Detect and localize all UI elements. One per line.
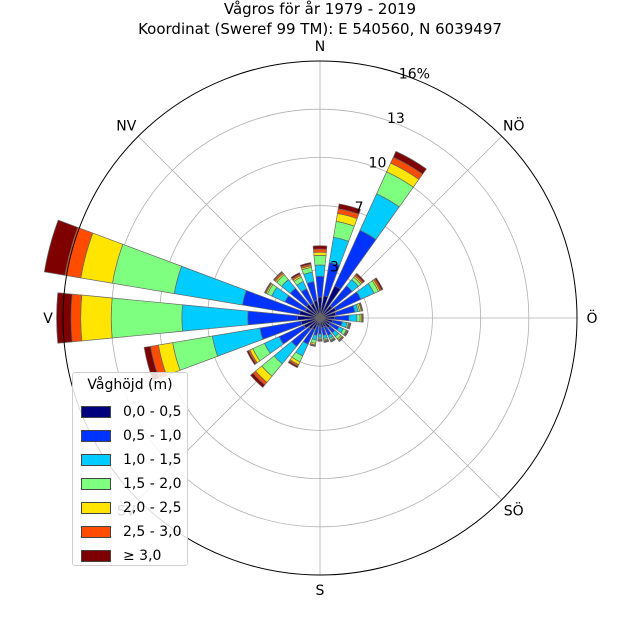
legend-item-5: 2,5 - 3,0 xyxy=(81,523,181,541)
bar-sector-18-bin-5 xyxy=(70,293,83,343)
bar-sector-0-bin-2 xyxy=(314,264,326,277)
chart-subtitle: Koordinat (Sweref 99 TM): E 540560, N 60… xyxy=(138,20,502,38)
radial-tick-label-0: 3 xyxy=(330,259,339,275)
legend-swatch xyxy=(81,430,111,442)
direction-label-4: S xyxy=(316,583,325,599)
bar-sector-4-bin-6 xyxy=(374,277,384,291)
bar-sector-2-bin-6 xyxy=(392,150,427,175)
bar-sector-6-bin-6 xyxy=(361,313,364,323)
legend-swatch xyxy=(81,502,111,514)
legend-swatch xyxy=(81,406,111,418)
direction-label-0: N xyxy=(315,39,325,55)
bar-sector-7-bin-6 xyxy=(348,322,352,330)
direction-label-6: V xyxy=(43,311,53,327)
grid-spoke-3 xyxy=(319,317,503,501)
bar-sector-12-bin-1 xyxy=(318,325,322,335)
bar-sector-0-bin-1 xyxy=(315,275,325,298)
legend-swatch xyxy=(81,454,111,466)
bar-sector-17-bin-3 xyxy=(172,335,219,371)
legend-item-0: 0,0 - 0,5 xyxy=(81,403,181,421)
legend-label: 0,5 - 1,0 xyxy=(123,428,182,444)
polar-outline xyxy=(62,60,578,576)
bar-sector-0-bin-3 xyxy=(313,255,327,266)
legend-label: 2,5 - 3,0 xyxy=(123,524,182,540)
bar-sector-23-bin-6 xyxy=(299,262,312,268)
direction-label-1: NÖ xyxy=(503,116,525,134)
bar-sector-22-bin-6 xyxy=(290,272,301,280)
bar-sector-12-bin-2 xyxy=(317,333,323,338)
bar-sector-18-bin-3 xyxy=(110,297,183,339)
legend-label: 1,0 - 1,5 xyxy=(123,452,182,468)
bar-sector-19-bin-2 xyxy=(173,265,247,306)
legend-item-1: 0,5 - 1,0 xyxy=(81,427,181,445)
legend-item-3: 1,5 - 2,0 xyxy=(81,475,181,493)
sector-bars xyxy=(43,150,427,388)
bar-sector-16-bin-6 xyxy=(246,350,257,366)
direction-labels: NNÖÖSÖSSVVNV xyxy=(43,39,597,599)
bar-sector-10-bin-6 xyxy=(330,338,336,343)
bar-sector-20-bin-6 xyxy=(263,282,272,294)
legend-title: Våghöjd (m) xyxy=(87,377,173,393)
chart-title: Vågros för år 1979 - 2019 xyxy=(224,0,416,18)
bar-sector-21-bin-6 xyxy=(273,271,283,281)
bar-sector-19-bin-6 xyxy=(43,219,79,276)
bar-sector-13-bin-6 xyxy=(309,343,316,347)
direction-label-2: Ö xyxy=(586,309,597,327)
bar-sector-18-bin-4 xyxy=(80,294,113,342)
bar-sector-12-bin-6 xyxy=(317,340,323,342)
bar-sector-18-bin-6 xyxy=(56,292,73,344)
bar-sector-11-bin-6 xyxy=(323,340,330,343)
bar-sector-6-bin-1 xyxy=(334,314,350,322)
legend-item-2: 1,0 - 1,5 xyxy=(81,451,181,469)
bar-sector-0-bin-6 xyxy=(312,245,328,250)
bar-sector-19-bin-3 xyxy=(112,243,183,295)
bar-sector-0-bin-4 xyxy=(313,251,327,257)
legend-swatch xyxy=(81,526,111,538)
legend-item-4: 2,0 - 2,5 xyxy=(81,499,181,517)
legend-label: 0,0 - 0,5 xyxy=(123,404,182,420)
bar-sector-5-bin-6 xyxy=(359,302,364,312)
legend-label: 2,0 - 2,5 xyxy=(123,500,182,516)
legend-swatch xyxy=(81,478,111,490)
radial-tick-label-3: 13 xyxy=(387,111,405,127)
direction-label-3: SÖ xyxy=(504,502,524,520)
bar-sector-8-bin-6 xyxy=(344,330,349,337)
bar-sector-15-bin-6 xyxy=(250,372,266,388)
legend-label: 1,5 - 2,0 xyxy=(123,476,182,492)
bar-sector-9-bin-6 xyxy=(338,336,345,343)
direction-label-7: NV xyxy=(116,118,136,134)
radial-tick-label-4: 16% xyxy=(399,67,430,83)
legend-label: ≥ 3,0 xyxy=(123,548,162,564)
bar-sector-3-bin-6 xyxy=(355,272,366,283)
legend: Våghöjd (m) 0,0 - 0,5 0,5 - 1,0 1,0 - 1,5 1… xyxy=(72,372,188,566)
bar-sector-18-bin-2 xyxy=(181,304,249,332)
bar-sector-6-bin-3 xyxy=(356,313,361,323)
bar-sector-6-bin-2 xyxy=(348,314,358,322)
legend-item-6: ≥ 3,0 xyxy=(81,547,161,565)
radial-tick-label-1: 7 xyxy=(355,200,364,216)
bar-sector-0-bin-5 xyxy=(312,248,328,253)
radial-tick-label-2: 10 xyxy=(369,156,387,172)
legend-swatch xyxy=(81,550,111,562)
bar-sector-1-bin-6 xyxy=(337,203,361,215)
bar-sector-14-bin-6 xyxy=(287,360,299,369)
radial-tick-labels: 3 7 10 13 16% xyxy=(330,67,430,276)
